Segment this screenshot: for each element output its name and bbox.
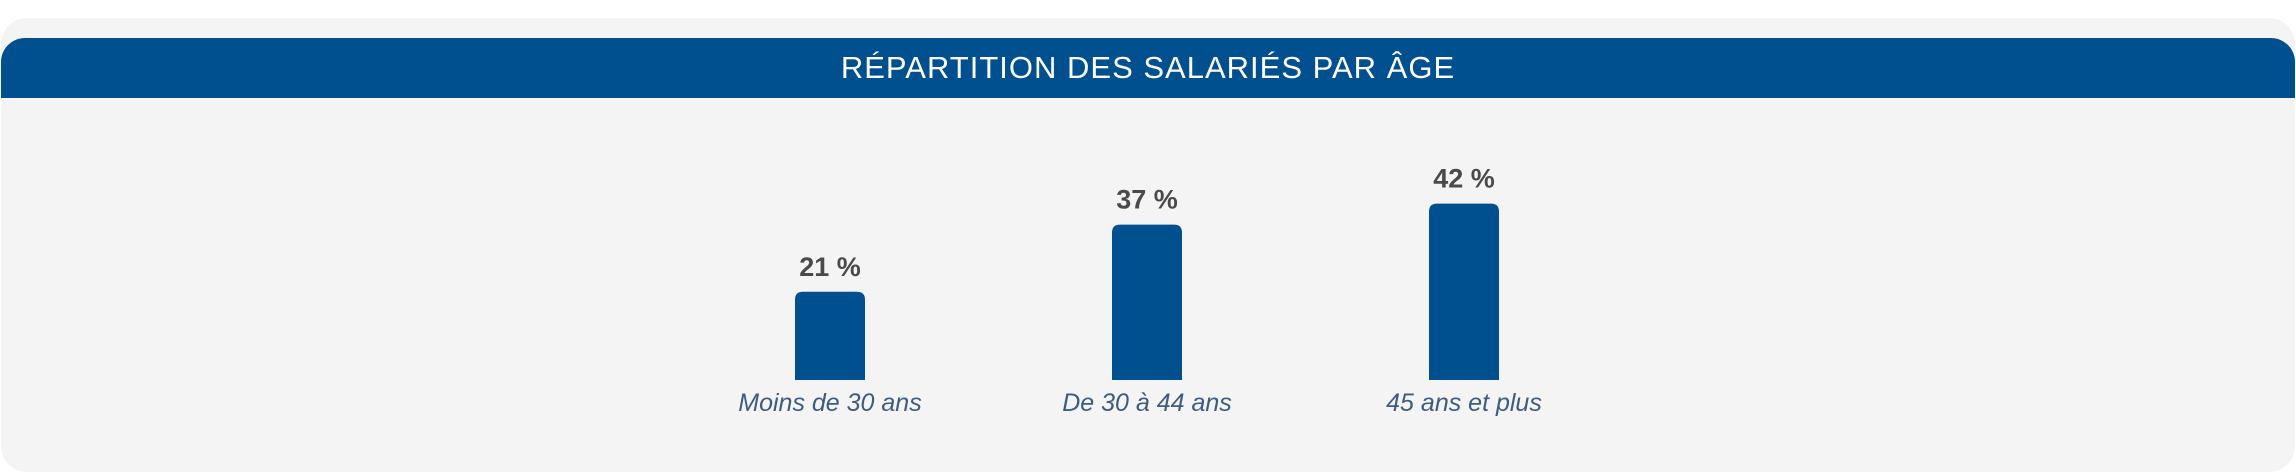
bar-1 — [795, 291, 865, 380]
category-label-3: 45 ans et plus — [1386, 389, 1542, 417]
chart-title: RÉPARTITION DES SALARIÉS PAR ÂGE — [840, 50, 1456, 85]
chart-header: RÉPARTITION DES SALARIÉS PAR ÂGE — [1, 38, 2295, 98]
chart-card: RÉPARTITION DES SALARIÉS PAR ÂGE — [1, 18, 2295, 472]
bar-2 — [1112, 224, 1182, 380]
bar-3 — [1429, 203, 1499, 380]
category-label-1: Moins de 30 ans — [738, 389, 921, 417]
value-label-2: 37 % — [1116, 185, 1178, 215]
value-label-1: 21 % — [799, 252, 861, 282]
category-label-2: De 30 à 44 ans — [1062, 389, 1232, 417]
value-label-3: 42 % — [1433, 164, 1495, 194]
